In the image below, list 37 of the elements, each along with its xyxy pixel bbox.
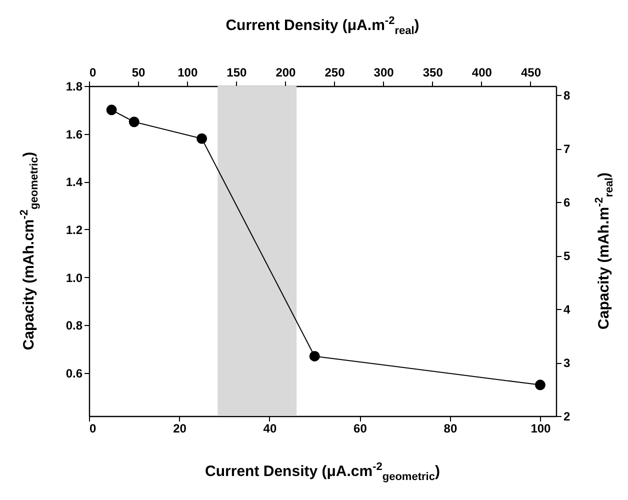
- x2-tick-label: 400: [472, 66, 492, 80]
- y-tick-label: 1.6: [66, 127, 83, 142]
- x2-tick-label: 50: [132, 66, 146, 80]
- y2-tick-label: 8: [564, 88, 570, 103]
- x2-tick-label: 450: [520, 66, 542, 80]
- point: [196, 133, 208, 144]
- x2-axis-title: Current Density (μA.m$^{-2}$$_{real}$): [226, 15, 420, 37]
- point: [309, 350, 320, 362]
- x-tick-label: 100: [530, 422, 552, 436]
- x2-tick-label: 350: [422, 66, 444, 80]
- point: [106, 104, 117, 116]
- x2-tick-label: 300: [374, 66, 394, 80]
- y2-tick-label: 3: [564, 356, 570, 370]
- point: [128, 116, 140, 128]
- x-tick-label: 60: [354, 422, 368, 436]
- y2-tick-label: 2: [564, 410, 570, 424]
- y-tick-label: 1.2: [66, 222, 83, 237]
- x2-tick-label: 0: [90, 66, 96, 80]
- y2-tick-label: 6: [564, 196, 570, 210]
- y-tick-label: 1.0: [66, 270, 83, 285]
- x-tick-label: 40: [263, 422, 277, 436]
- x2-tick-label: 150: [226, 66, 247, 80]
- y2-tick-label: 4: [564, 302, 570, 317]
- x-tick-label: 80: [444, 422, 458, 436]
- y-tick-label: 0.6: [66, 366, 83, 380]
- x2-tick-label: 250: [324, 66, 346, 80]
- x-tick-label: 0: [90, 422, 96, 436]
- y-tick-label: 0.8: [66, 318, 83, 333]
- x2-tick-label: 200: [276, 66, 296, 80]
- x2-tick-label: 100: [178, 66, 198, 80]
- y-tick-label: 1.8: [66, 80, 83, 94]
- y2-tick-label: 5: [564, 249, 570, 264]
- y-tick-label: 1.4: [66, 175, 83, 190]
- x-tick-label: 20: [173, 422, 187, 436]
- x-axis-title: Current Density (μA.cm$^{-2}$$_{geometric}$): [205, 461, 440, 483]
- y2-tick-label: 7: [564, 142, 570, 156]
- point: [534, 380, 546, 390]
